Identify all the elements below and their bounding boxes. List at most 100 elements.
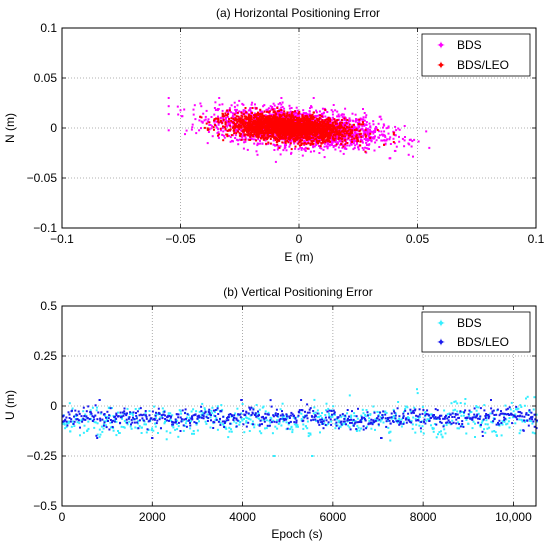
data-point <box>291 111 294 113</box>
data-point <box>233 116 236 119</box>
data-point <box>359 132 362 135</box>
data-point <box>280 103 283 106</box>
data-point <box>348 131 351 133</box>
data-point <box>362 148 365 151</box>
data-point <box>192 113 195 116</box>
data-point <box>288 104 291 107</box>
data-point <box>236 121 239 124</box>
data-point <box>290 152 292 155</box>
data-point <box>328 125 330 128</box>
data-point <box>344 127 347 130</box>
data-point <box>276 140 279 143</box>
data-point <box>292 116 295 119</box>
data-point <box>332 125 335 127</box>
data-point <box>208 121 211 124</box>
data-point <box>336 119 339 122</box>
data-point <box>210 116 213 118</box>
data-point <box>337 118 340 121</box>
data-point <box>250 116 252 119</box>
data-point <box>346 144 349 147</box>
data-point <box>242 147 245 150</box>
data-point <box>382 126 384 129</box>
data-point <box>257 136 260 139</box>
data-point <box>286 120 289 123</box>
data-point <box>249 107 252 109</box>
data-point <box>345 148 348 150</box>
data-point <box>242 134 245 137</box>
data-point <box>264 137 267 140</box>
data-point <box>294 123 297 126</box>
data-point <box>236 111 239 114</box>
data-point <box>327 132 330 135</box>
data-point <box>352 127 355 130</box>
data-point <box>262 119 265 122</box>
data-point <box>284 140 287 143</box>
data-point <box>377 122 380 125</box>
data-point <box>314 128 317 131</box>
data-point <box>250 133 253 136</box>
data-point <box>233 127 236 130</box>
data-point <box>230 119 233 122</box>
data-point <box>345 119 347 122</box>
data-point <box>286 111 289 114</box>
data-point <box>226 109 229 112</box>
data-point <box>239 133 242 135</box>
data-point <box>259 142 262 145</box>
data-point <box>330 109 333 112</box>
data-point <box>352 136 354 139</box>
data-point <box>263 121 266 123</box>
data-point <box>329 118 332 121</box>
data-point <box>275 144 278 147</box>
data-point <box>300 136 303 139</box>
data-point <box>310 121 313 124</box>
data-point <box>277 145 280 148</box>
data-point <box>271 120 274 123</box>
data-point <box>368 138 371 141</box>
data-point <box>251 107 254 109</box>
data-point <box>260 120 263 122</box>
data-point <box>273 124 276 127</box>
data-point <box>331 113 334 116</box>
data-point <box>235 115 238 118</box>
data-point <box>233 105 236 108</box>
data-point <box>323 133 326 136</box>
data-point <box>202 112 205 115</box>
data-point <box>233 122 236 124</box>
data-point <box>257 119 260 122</box>
data-point <box>352 142 355 145</box>
data-point <box>249 122 252 125</box>
data-point <box>250 130 253 132</box>
data-point <box>299 118 302 121</box>
data-point <box>341 137 344 140</box>
data-point <box>278 146 281 149</box>
data-point <box>247 124 250 127</box>
data-point <box>286 118 289 121</box>
data-point <box>234 126 237 128</box>
data-point <box>195 132 198 135</box>
data-point <box>264 139 267 142</box>
data-point <box>330 127 333 130</box>
data-point <box>292 121 295 124</box>
data-point <box>408 138 411 141</box>
data-point <box>269 124 272 127</box>
data-point <box>266 110 268 113</box>
data-point <box>307 137 310 140</box>
data-point <box>286 130 289 133</box>
data-point <box>297 131 300 134</box>
data-point <box>247 129 250 132</box>
data-point <box>267 141 270 144</box>
data-point <box>220 120 223 123</box>
data-point <box>364 116 367 119</box>
data-point <box>192 108 195 111</box>
data-point <box>288 138 291 141</box>
data-point <box>364 128 367 131</box>
data-point <box>362 118 365 121</box>
data-point <box>362 123 364 126</box>
data-point <box>314 119 317 122</box>
data-point <box>305 143 308 146</box>
data-point <box>262 125 265 128</box>
data-point <box>242 120 245 123</box>
data-point <box>304 150 307 152</box>
data-point <box>253 121 255 124</box>
data-point <box>385 127 388 130</box>
